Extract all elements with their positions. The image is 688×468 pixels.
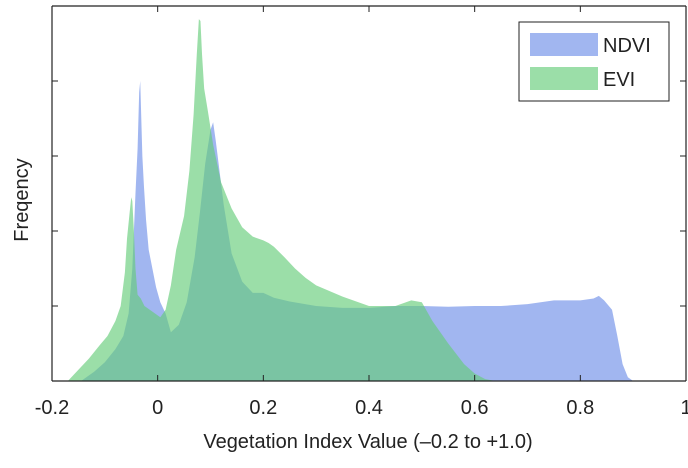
x-tick-label: 0.8 — [566, 397, 594, 419]
series-areas — [67, 19, 634, 381]
x-axis-label: Vegetation Index Value (–0.2 to +1.0) — [203, 431, 532, 453]
legend-swatch-evi — [530, 67, 598, 90]
x-tick-label: -0.2 — [35, 397, 69, 419]
legend-label-ndvi: NDVI — [603, 35, 651, 57]
legend: NDVI EVI — [518, 21, 670, 102]
x-tick-label: 0 — [152, 397, 163, 419]
x-tick-label: 0.2 — [249, 397, 277, 419]
y-axis-label: Freqency — [11, 158, 33, 241]
legend-label-evi: EVI — [603, 69, 635, 91]
legend-swatch-ndvi — [530, 33, 598, 56]
x-tick-label: 0.4 — [355, 397, 383, 419]
x-tick-label: 1 — [680, 397, 688, 419]
series-area-evi — [67, 19, 496, 381]
x-tick-label: 0.6 — [461, 397, 489, 419]
tick-group: -0.2 0 0.2 0.4 0.6 0.8 1 — [35, 6, 688, 419]
